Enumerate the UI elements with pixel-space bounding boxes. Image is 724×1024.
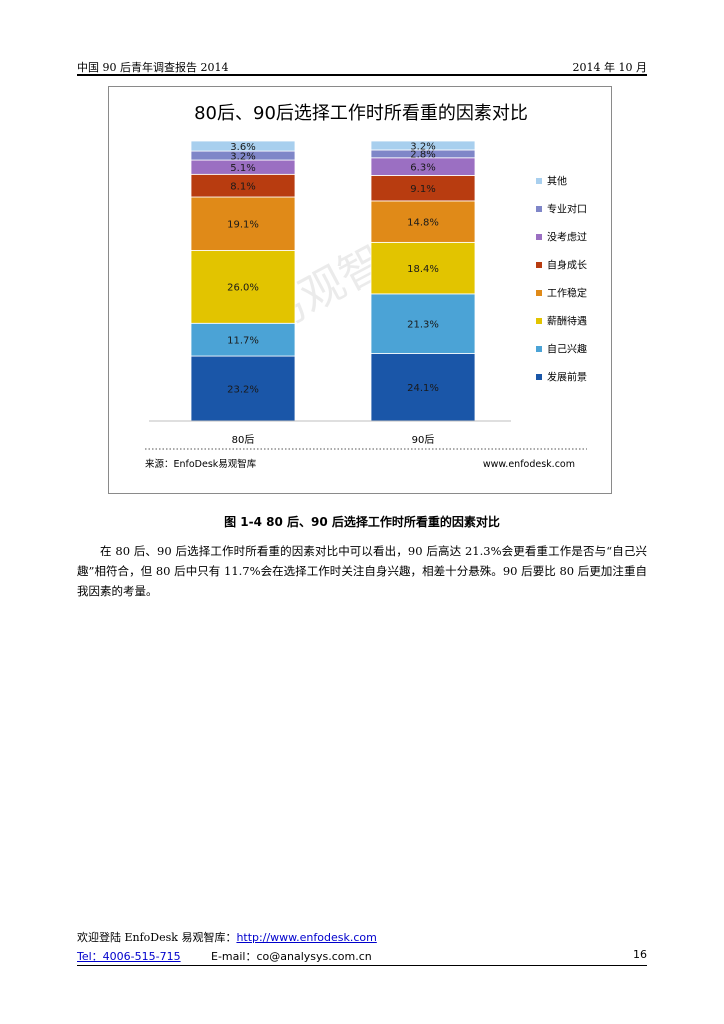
bar-segment <box>370 140 476 151</box>
chart-title: 80后、90后选择工作时所看重的因素对比 <box>194 103 528 124</box>
body-paragraph: 在 80 后、90 后选择工作时所看重的因素对比中可以看出，90 后高达 21.… <box>77 544 647 598</box>
legend-label: 其他 <box>547 175 567 188</box>
data-label: 2.8% <box>410 150 435 161</box>
data-label: 21.3% <box>407 320 439 331</box>
legend-label: 专业对口 <box>547 203 587 216</box>
bar-segment <box>190 140 296 152</box>
footer-rule <box>77 965 647 966</box>
data-label: 14.8% <box>407 217 439 228</box>
stacked-bar-chart: 80后、90后选择工作时所看重的因素对比 易观智库 23.2%11.7%26.0… <box>145 103 587 470</box>
data-label: 3.6% <box>230 142 255 153</box>
legend-swatch <box>536 234 542 240</box>
data-label: 3.2% <box>230 151 255 162</box>
footer-welcome-line: 欢迎登陆 EnfoDesk 易观智库：http://www.enfodesk.c… <box>77 929 377 945</box>
legend-label: 工作稳定 <box>547 287 587 300</box>
legend-swatch <box>536 290 542 296</box>
page-number: 16 <box>633 948 647 961</box>
x-tick-label: 90后 <box>412 434 435 446</box>
data-label: 24.1% <box>407 383 439 394</box>
bar-segment <box>370 200 476 243</box>
chart-site: www.enfodesk.com <box>483 459 575 470</box>
bar-segment <box>190 322 296 357</box>
header-rule <box>77 74 647 76</box>
data-label: 26.0% <box>227 283 259 294</box>
bar-segment <box>190 250 296 324</box>
legend-swatch <box>536 178 542 184</box>
legend-label: 自身成长 <box>547 259 587 272</box>
footer-email: E-mail：co@analysys.com.cn <box>211 950 372 963</box>
data-label: 18.4% <box>407 264 439 275</box>
legend-swatch <box>536 262 542 268</box>
legend-swatch <box>536 206 542 212</box>
bar-segment <box>370 241 476 295</box>
legend-swatch <box>536 374 542 380</box>
legend-swatch <box>536 318 542 324</box>
legend-label: 薪酬待遇 <box>547 315 587 328</box>
x-axis-ticks: 80后 90后 <box>232 434 435 446</box>
data-label: 5.1% <box>230 163 255 174</box>
data-label: 8.1% <box>230 181 255 192</box>
data-label: 19.1% <box>227 220 259 231</box>
footer-welcome: 欢迎登陆 EnfoDesk 易观智库： <box>77 931 237 944</box>
legend-label: 自己兴趣 <box>547 343 587 356</box>
footer-tel-link[interactable]: Tel：4006-515-715 <box>77 950 181 963</box>
data-label: 23.2% <box>227 384 259 395</box>
data-label: 9.1% <box>410 184 435 195</box>
legend-label: 没考虑过 <box>547 231 587 244</box>
x-tick-label: 80后 <box>232 434 255 446</box>
bar-segment <box>190 196 296 251</box>
footer-url-link[interactable]: http://www.enfodesk.com <box>236 931 377 944</box>
running-header-date: 2014 年 10 月 <box>572 61 647 74</box>
bars-group: 23.2%11.7%26.0%19.1%8.1%5.1%3.2%3.6%24.1… <box>190 140 476 422</box>
figure-caption: 图 1-4 80 后、90 后选择工作时所看重的因素对比 <box>224 515 500 529</box>
legend-swatch <box>536 346 542 352</box>
bar-segment <box>370 175 476 202</box>
running-header-title: 中国 90 后青年调查报告 2014 <box>77 61 229 74</box>
data-label: 6.3% <box>410 162 435 173</box>
chart-frame: 80后、90后选择工作时所看重的因素对比 易观智库 23.2% 11.7% 26.0… <box>108 86 612 494</box>
data-label: 3.2% <box>410 141 435 152</box>
body-text: 在 80 后、90 后选择工作时所看重的因素对比中可以看出，90 后高达 21.… <box>77 541 647 601</box>
data-label: 11.7% <box>227 335 259 346</box>
chart-source: 来源：EnfoDesk易观智库 <box>145 458 257 470</box>
legend-label: 发展前景 <box>547 371 587 384</box>
bar-segment <box>370 293 476 354</box>
bar-segment <box>190 355 296 422</box>
